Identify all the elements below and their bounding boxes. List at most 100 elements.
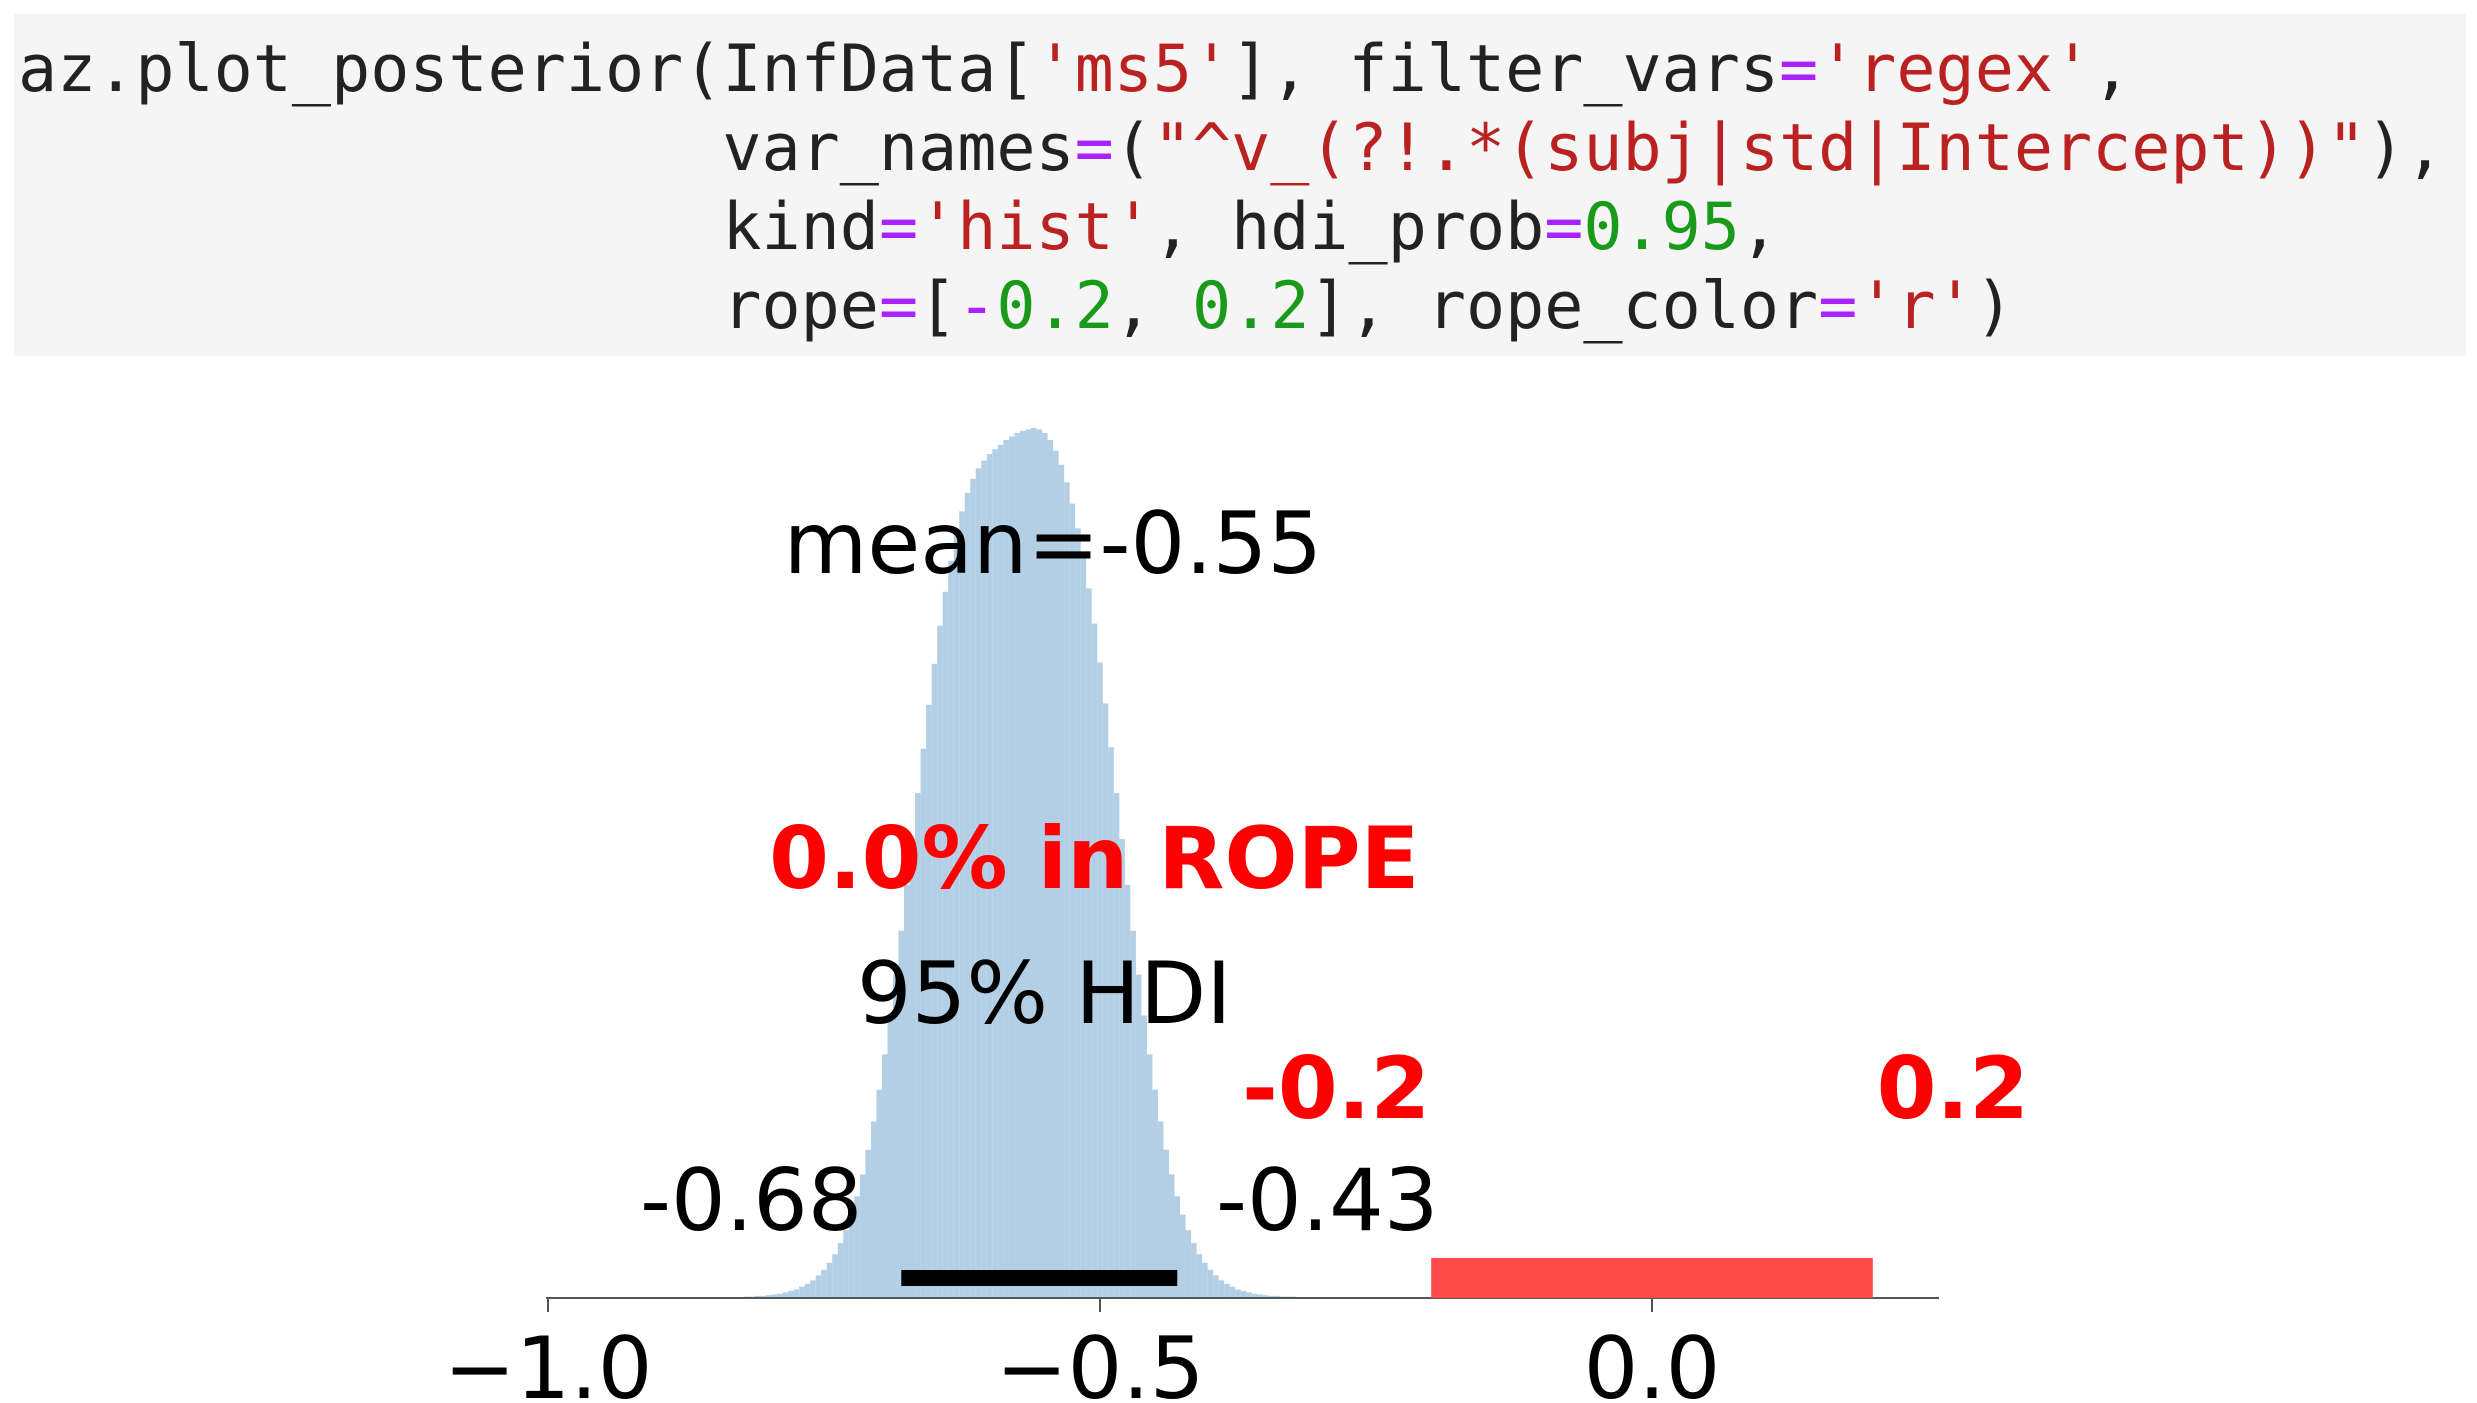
code-cell: az.plot_posterior(InfData['ms5'], filter…	[14, 14, 2466, 356]
hist-bar	[1141, 1015, 1147, 1298]
hist-bar	[1003, 440, 1009, 1298]
hist-bar	[904, 884, 910, 1298]
code-token: 'hist'	[918, 190, 1153, 265]
hist-bar	[1257, 1294, 1263, 1298]
hist-bar	[810, 1280, 816, 1298]
hist-bar	[821, 1269, 827, 1298]
hist-bar	[942, 591, 949, 1298]
hist-bar	[1108, 747, 1114, 1298]
code-token: kind	[18, 190, 879, 265]
hist-bar	[1152, 1089, 1158, 1298]
code-block: az.plot_posterior(InfData['ms5'], filter…	[18, 30, 2444, 346]
hist-bar	[898, 930, 905, 1298]
hist-bar	[997, 444, 1004, 1298]
hist-bar	[755, 1295, 761, 1298]
code-token: rope	[18, 269, 879, 344]
hist-bar	[859, 1174, 866, 1298]
hist-bar	[804, 1283, 811, 1298]
hist-bar	[1180, 1214, 1186, 1298]
hist-bar	[1240, 1290, 1247, 1298]
x-axis-ticks: −1.0 −0.5 0.0	[444, 1298, 1721, 1403]
code-token: (	[1113, 111, 1153, 186]
hdi-label: 95% HDI	[857, 944, 1232, 1044]
code-token: ], rope_color	[1309, 269, 1819, 344]
hist-bar	[1185, 1230, 1192, 1298]
hist-bar	[964, 492, 971, 1298]
hist-bar	[1042, 432, 1048, 1298]
hist-bar	[1196, 1254, 1203, 1298]
code-token: ,	[1113, 269, 1193, 344]
code-token: 0.95	[1583, 190, 1740, 265]
code-token: =	[1074, 111, 1114, 186]
code-token: ,	[2092, 32, 2132, 107]
hist-bar	[953, 533, 960, 1298]
hist-bar	[909, 838, 916, 1298]
code-token: =	[1544, 190, 1584, 265]
hist-bar	[1058, 464, 1065, 1298]
code-token: =	[1818, 269, 1858, 344]
code-token: ),	[2366, 111, 2445, 186]
code-token: "^v_(?!.*(subj|std|Intercept))"	[1152, 111, 2367, 186]
hist-bar	[848, 1214, 855, 1298]
x-tick-label: 0.0	[1584, 1319, 1721, 1403]
hist-bar	[1036, 429, 1043, 1298]
x-tick-label: −1.0	[444, 1319, 653, 1403]
hist-bar	[1218, 1280, 1225, 1298]
rope-upper-label: 0.2	[1877, 1039, 2029, 1139]
hist-bar	[1251, 1293, 1258, 1298]
code-token: var_names	[18, 111, 1075, 186]
hist-bar	[948, 560, 954, 1298]
code-token: 'ms5'	[1035, 32, 1232, 107]
hist-bar	[1119, 838, 1125, 1298]
hist-bar	[1064, 482, 1070, 1298]
code-token: 'regex'	[1818, 32, 2093, 107]
hist-bar	[843, 1230, 849, 1298]
hist-bar	[1235, 1289, 1241, 1298]
hist-bar	[815, 1275, 822, 1298]
hist-bar	[777, 1293, 783, 1298]
hist-bar	[837, 1242, 844, 1298]
code-token: -	[957, 269, 997, 344]
hist-bar	[1146, 1054, 1153, 1298]
hist-bar	[981, 460, 987, 1298]
hist-bar	[760, 1295, 767, 1298]
hist-bar	[1268, 1295, 1274, 1298]
code-token: 'r'	[1857, 269, 1975, 344]
hist-bar	[959, 511, 965, 1299]
rope-lower-label: -0.2	[1242, 1039, 1430, 1139]
hist-bar	[893, 974, 899, 1298]
hist-bar	[766, 1295, 772, 1298]
hist-bar	[1031, 428, 1037, 1298]
code-token: ], filter_vars	[1231, 32, 1780, 107]
hist-bar	[826, 1262, 833, 1298]
hist-bar	[1130, 930, 1136, 1298]
hist-bar	[1213, 1275, 1219, 1298]
code-token: =	[878, 269, 919, 344]
hist-bar	[1174, 1196, 1181, 1298]
code-token: 0.2	[1192, 269, 1310, 344]
hist-bar	[931, 663, 938, 1298]
hist-bar	[876, 1089, 882, 1298]
hist-bar	[1080, 556, 1087, 1298]
code-token: ,	[1739, 190, 1780, 265]
hist-bar	[1053, 450, 1059, 1298]
hist-bar	[1097, 662, 1103, 1298]
hist-bar	[1025, 429, 1031, 1298]
hist-bar	[788, 1290, 794, 1298]
hist-bar	[1169, 1174, 1175, 1298]
hist-bar	[1019, 430, 1026, 1298]
hist-bar	[1163, 1149, 1169, 1298]
hist-bar	[986, 454, 993, 1298]
hist-bar	[915, 793, 921, 1298]
hist-bar	[1157, 1121, 1164, 1298]
hdi-lower-label: -0.68	[640, 1151, 863, 1251]
code-token: , hdi_prob	[1152, 190, 1545, 265]
hist-bar	[1102, 703, 1109, 1298]
code-token: =	[878, 190, 919, 265]
hist-bar	[1224, 1283, 1230, 1298]
hist-bar	[1262, 1295, 1269, 1298]
hist-bar	[799, 1286, 805, 1298]
hist-bar	[854, 1196, 860, 1298]
hist-bar	[793, 1289, 800, 1298]
